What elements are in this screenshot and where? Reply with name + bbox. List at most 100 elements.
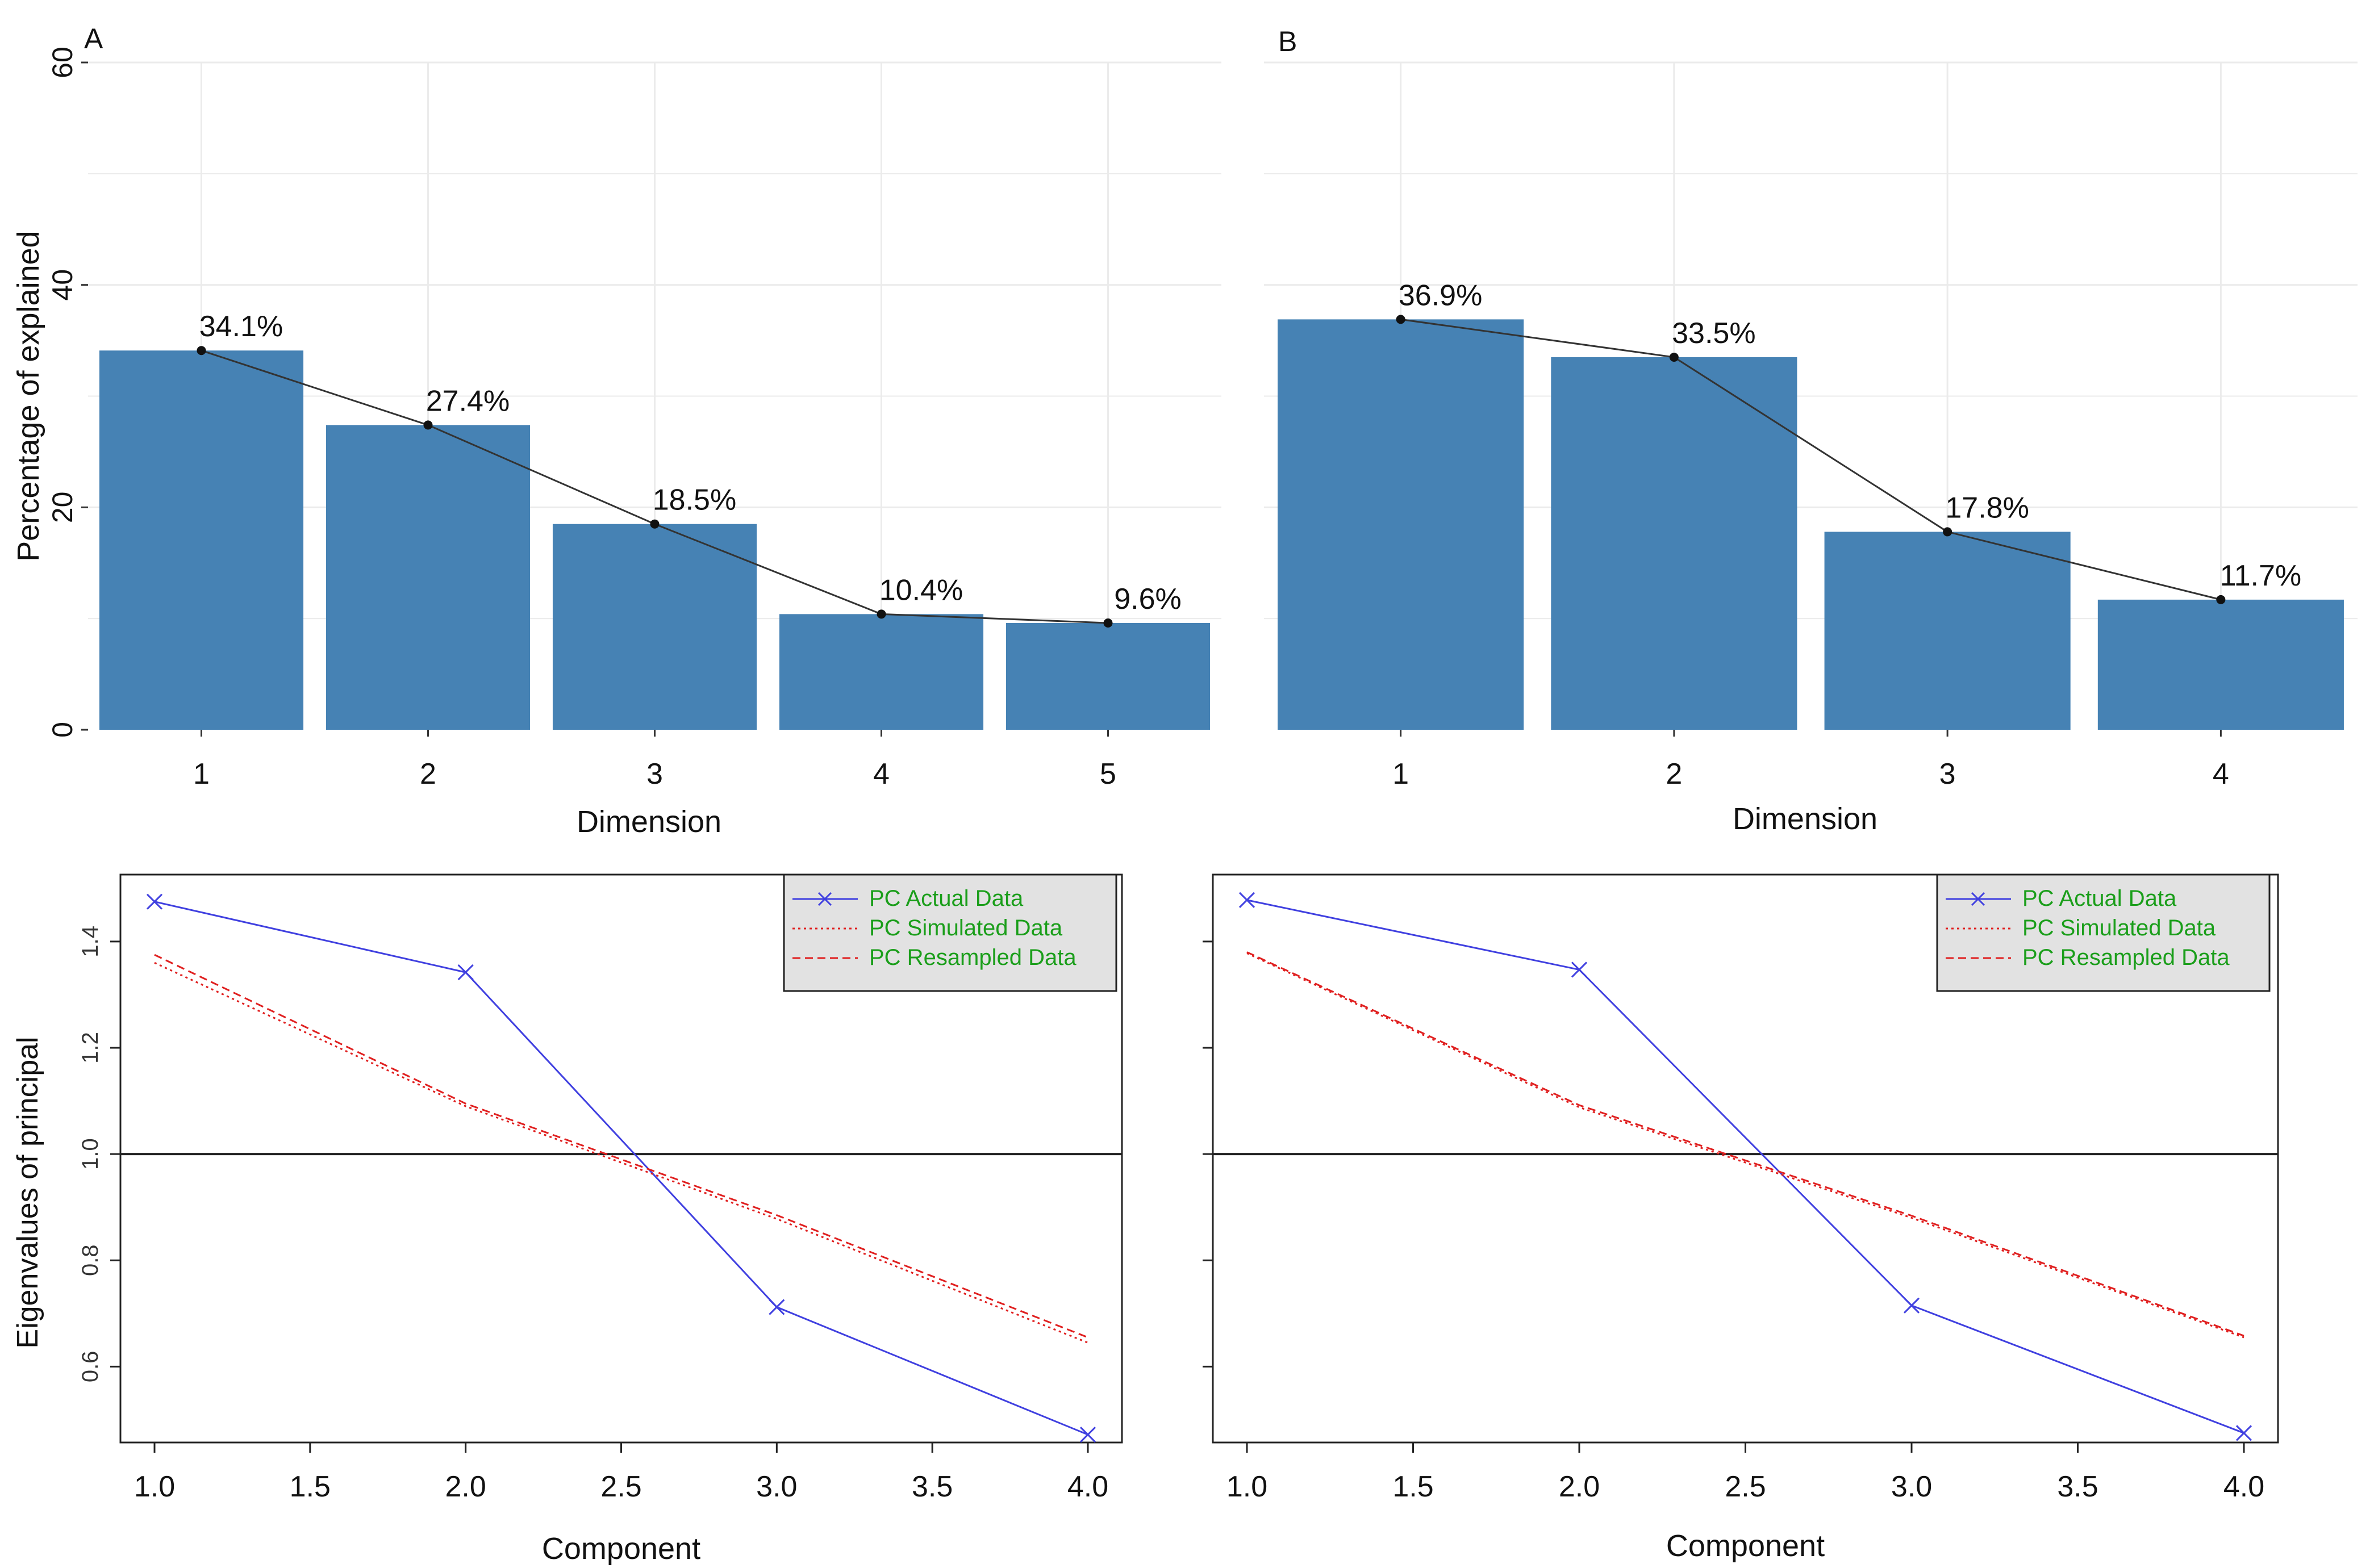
trend-point xyxy=(197,346,206,356)
bar xyxy=(99,350,304,730)
x-tick-label: 4.0 xyxy=(1067,1470,1108,1503)
x-tick-label: 2 xyxy=(420,758,436,791)
x-tick-label: 3.5 xyxy=(912,1470,953,1503)
x-axis-title: Dimension xyxy=(577,805,721,839)
data-label: 17.8% xyxy=(1945,491,2029,524)
x-tick-label: 1 xyxy=(1392,758,1409,791)
data-label: 11.7% xyxy=(2220,559,2302,592)
legend-label: PC Resampled Data xyxy=(2022,945,2230,970)
data-point-marker xyxy=(146,893,163,910)
scree-chart-b: B 36.9% 33.5% 17.8% 11.7% 1 2 3 4 Dimension xyxy=(1264,26,2358,836)
series-line xyxy=(1246,951,2244,1337)
bar xyxy=(2097,599,2344,730)
x-tick-label: 1.5 xyxy=(290,1470,331,1503)
x-tick-label: 1.0 xyxy=(134,1470,175,1503)
y-tick-label: 60 xyxy=(47,47,78,78)
data-label: 10.4% xyxy=(879,574,963,607)
trend-point xyxy=(650,519,660,529)
bar xyxy=(1551,357,1797,730)
marker-stroke xyxy=(769,1299,785,1315)
series-line xyxy=(1246,899,2244,1434)
marker-stroke xyxy=(1903,1297,1920,1314)
legend-box xyxy=(1936,873,2271,992)
marker-stroke xyxy=(146,893,163,910)
y-tick-label: 0 xyxy=(47,722,78,738)
x-tick-label: 3.0 xyxy=(1891,1470,1932,1503)
bar xyxy=(326,425,531,730)
data-point-marker xyxy=(1238,892,1255,908)
x-tick-label: 1.5 xyxy=(1392,1470,1433,1503)
bar xyxy=(779,614,984,730)
x-tick-label: 4 xyxy=(873,758,890,791)
y-axis-title: Eigenvalues of principal xyxy=(11,1036,44,1348)
x-tick-label: 2.0 xyxy=(445,1470,486,1503)
x-tick-label: 5 xyxy=(1100,758,1116,791)
trend-point xyxy=(1396,315,1405,324)
x-tick-label: 3.0 xyxy=(756,1470,797,1503)
x-tick-label: 1.0 xyxy=(1226,1470,1267,1503)
bar xyxy=(552,524,757,730)
y-tick-label: 1.2 xyxy=(78,1032,103,1064)
trend-point xyxy=(1943,527,1952,537)
y-tick-label: 1.0 xyxy=(78,1138,103,1170)
legend-box xyxy=(783,873,1117,992)
y-tick-label: 0.6 xyxy=(78,1351,103,1383)
x-tick-label: 2.0 xyxy=(1559,1470,1600,1503)
data-point-marker xyxy=(1079,1427,1096,1443)
marker-stroke xyxy=(1079,1427,1096,1443)
x-tick-label: 2.5 xyxy=(600,1470,641,1503)
marker-stroke xyxy=(457,964,474,981)
y-tick-label: 20 xyxy=(47,492,78,524)
data-label: 34.1% xyxy=(199,310,283,343)
panel-letter: B xyxy=(1278,26,1297,57)
x-axis-title: Dimension xyxy=(1733,802,1877,836)
y-tick-label: 40 xyxy=(47,269,78,301)
marker-stroke xyxy=(2235,1425,2252,1441)
data-label: 9.6% xyxy=(1114,583,1182,616)
bar xyxy=(1005,623,1211,730)
scree-chart-a: A 0 20 40 60 34.1% 27.4% 18.5% 10.4% 9.6% 1 2 3 4 5 Dim… xyxy=(11,23,1221,839)
y-axis-title: Percentage of explained xyxy=(11,231,45,561)
legend-label: PC Simulated Data xyxy=(869,915,1063,940)
series-line xyxy=(154,954,1088,1339)
x-tick-label: 2 xyxy=(1666,758,1682,791)
trend-point xyxy=(1669,352,1679,362)
data-point-marker xyxy=(1571,961,1588,978)
marker-stroke xyxy=(1571,961,1588,978)
parallel-chart-b: 1.0 1.5 2.0 2.5 3.0 3.5 4.0 PC Actual Data PC Si… xyxy=(1203,873,2279,1563)
data-label: 36.9% xyxy=(1399,279,1482,312)
panel-letter: A xyxy=(84,23,103,55)
series-line xyxy=(1246,952,2244,1339)
data-point-marker xyxy=(1903,1297,1920,1314)
trend-point xyxy=(1103,618,1113,628)
trend-point xyxy=(423,420,433,430)
data-label: 27.4% xyxy=(426,384,510,417)
x-tick-label: 1 xyxy=(193,758,210,791)
data-point-marker xyxy=(2235,1425,2252,1441)
data-point-marker xyxy=(457,964,474,981)
parallel-chart-a: 0.6 0.8 1.0 1.2 1.4 1.0 1.5 2.0 2.5 3.0 3.5 4.0 PC A… xyxy=(11,873,1123,1566)
x-tick-label: 4.0 xyxy=(2223,1470,2264,1503)
legend-label: PC Resampled Data xyxy=(869,945,1077,970)
data-point-marker xyxy=(769,1299,785,1315)
y-tick-label: 0.8 xyxy=(78,1244,103,1276)
legend-marker xyxy=(817,892,832,906)
trend-line xyxy=(1400,318,2221,601)
bar xyxy=(1824,532,2071,730)
y-tick-label: 1.4 xyxy=(78,926,103,957)
x-tick-label: 2.5 xyxy=(1725,1470,1766,1503)
trend-point xyxy=(877,609,886,619)
trend-point xyxy=(2216,595,2226,604)
series-line xyxy=(154,901,1088,1436)
x-tick-label: 3 xyxy=(1939,758,1956,791)
legend-marker xyxy=(1971,892,1985,906)
x-tick-label: 4 xyxy=(2213,758,2229,791)
data-label: 33.5% xyxy=(1672,317,1755,350)
x-axis-title: Component xyxy=(1666,1529,1825,1563)
series-line xyxy=(154,961,1088,1344)
bar xyxy=(1278,319,1524,730)
x-tick-label: 3.5 xyxy=(2057,1470,2098,1503)
legend-label: PC Actual Data xyxy=(869,886,1024,911)
x-axis-title: Component xyxy=(542,1532,700,1566)
